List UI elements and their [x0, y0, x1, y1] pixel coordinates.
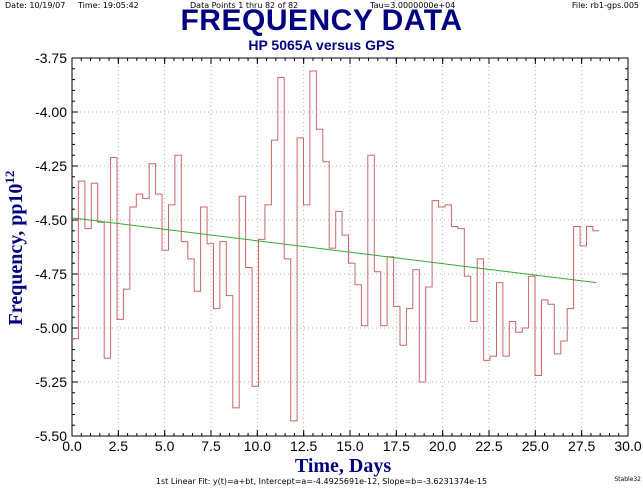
x-tick-label: 0.0	[62, 438, 82, 454]
x-tick-label: 20.0	[429, 438, 456, 454]
y-tick-label: -4.75	[35, 266, 67, 282]
linear-fit-footer: 1st Linear Fit: y(t)=a+bt, Intercept=a=-…	[155, 477, 488, 486]
header-tau: Tau=3.0000000e+04	[370, 1, 456, 10]
chart-title: FREQUENCY DATA	[180, 4, 463, 37]
grid	[72, 58, 628, 436]
y-tick-label: -4.00	[35, 104, 67, 120]
chart-subtitle: HP 5065A versus GPS	[248, 37, 395, 53]
y-tick-label: -4.50	[35, 212, 67, 228]
y-tick-label: -5.00	[35, 320, 67, 336]
x-tick-label: 30.0	[614, 438, 641, 454]
y-tick-label: -3.75	[35, 50, 67, 66]
header-file: File: rb1-gps.005	[571, 1, 639, 10]
x-tick-label: 2.5	[109, 438, 129, 454]
y-tick-labels: -3.75 -4.00 -4.25 -4.50 -4.75 -5.00 -5.25 -5.50	[35, 50, 67, 444]
x-tick-label: 15.0	[336, 438, 363, 454]
series-linear-fit	[71, 217, 597, 284]
y-tick-label: -5.50	[35, 428, 67, 444]
x-tick-label: 25.0	[522, 438, 549, 454]
header-time: Time: 19:05:42	[78, 1, 139, 10]
header-date: Date: 10/19/07	[5, 1, 66, 10]
x-tick-labels: 0.0 2.5 5.0 7.5 10.0 12.5 15.0 17.5 20.0 22.5 25.0…	[62, 438, 642, 454]
y-axis-title-exponent: 12	[2, 171, 17, 184]
x-tick-label: 7.5	[201, 438, 221, 454]
x-tick-label: 10.0	[244, 438, 271, 454]
x-axis-title: Time, Days	[295, 455, 392, 477]
y-axis-title: Frequency, pp1012	[2, 171, 27, 326]
series-frequency-step	[72, 70, 600, 422]
stable32-mark: Stable32	[614, 476, 641, 483]
x-tick-label: 17.5	[383, 438, 410, 454]
x-tick-label: 12.5	[290, 438, 317, 454]
y-tick-label: -5.25	[35, 374, 67, 390]
tick-marks	[71, 57, 629, 437]
y-axis-title-base: Frequency, pp10	[5, 184, 27, 326]
header-points: Data Points 1 thru 82 of 82	[190, 1, 299, 10]
x-tick-label: 27.5	[568, 438, 595, 454]
x-tick-label: 5.0	[155, 438, 175, 454]
x-tick-label: 22.5	[475, 438, 502, 454]
y-tick-label: -4.25	[35, 158, 67, 174]
